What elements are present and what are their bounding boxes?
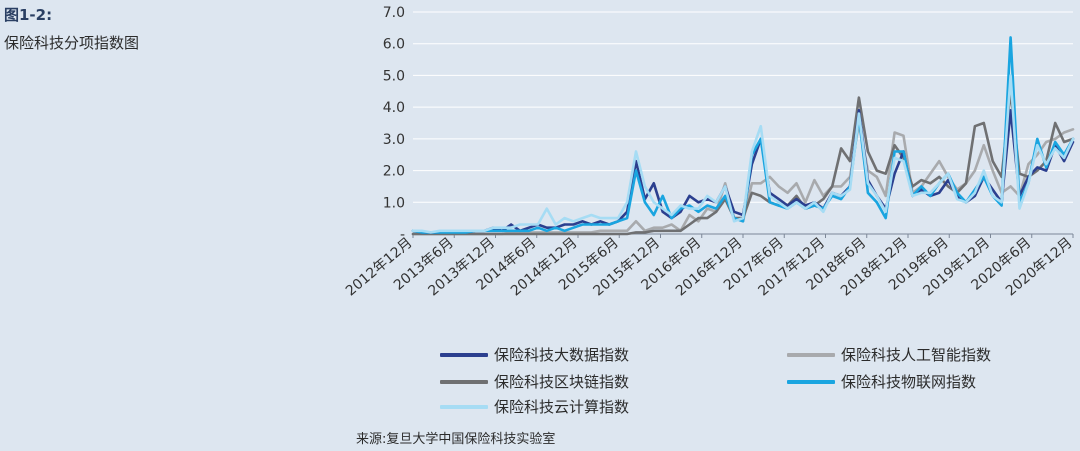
legend-item-blockchain: 保险科技区块链指数 bbox=[440, 371, 629, 392]
legend-swatch bbox=[787, 379, 835, 384]
legend-swatch bbox=[440, 404, 488, 409]
grid-lines bbox=[413, 11, 1073, 235]
legend-item-iot: 保险科技物联网指数 bbox=[787, 371, 976, 392]
series-line bbox=[411, 74, 1075, 234]
legend-label: 保险科技人工智能指数 bbox=[841, 346, 992, 364]
legend-label: 保险科技大数据指数 bbox=[494, 346, 630, 364]
source-note: 来源:复旦大学中国保险科技实验室 bbox=[356, 432, 556, 447]
legend-label: 保险科技云计算指数 bbox=[494, 398, 630, 416]
y-tick-label: - bbox=[400, 227, 405, 243]
legend-item-cloud: 保险科技云计算指数 bbox=[440, 396, 629, 417]
legend-swatch bbox=[440, 352, 488, 357]
y-tick-label: 4.0 bbox=[383, 100, 405, 116]
figure-number: 图1-2: bbox=[4, 6, 53, 24]
legend-label: 保险科技物联网指数 bbox=[841, 373, 977, 391]
legend: 保险科技大数据指数 保险科技人工智能指数 保险科技区块链指数 保险科技物联网指数… bbox=[440, 344, 1080, 424]
legend-item-big-data: 保险科技大数据指数 bbox=[440, 344, 629, 365]
y-tick-label: 1.0 bbox=[383, 195, 405, 211]
y-tick-label: 7.0 bbox=[383, 5, 405, 21]
series-line bbox=[411, 36, 1075, 234]
legend-swatch bbox=[787, 352, 835, 357]
legend-swatch bbox=[440, 379, 488, 384]
y-tick-label: 3.0 bbox=[383, 132, 405, 148]
y-tick-label: 5.0 bbox=[383, 68, 405, 84]
figure-title: 保险科技分项指数图 bbox=[4, 34, 140, 52]
series-lines bbox=[411, 36, 1075, 236]
axes: -1.02.03.04.05.06.07.02012年12月2013年6月201… bbox=[343, 5, 1076, 299]
line-chart: -1.02.03.04.05.06.07.02012年12月2013年6月201… bbox=[343, 5, 1076, 299]
legend-label: 保险科技区块链指数 bbox=[494, 373, 630, 391]
y-tick-label: 2.0 bbox=[383, 164, 405, 180]
legend-item-ai: 保险科技人工智能指数 bbox=[787, 344, 991, 365]
y-tick-label: 6.0 bbox=[383, 37, 405, 53]
